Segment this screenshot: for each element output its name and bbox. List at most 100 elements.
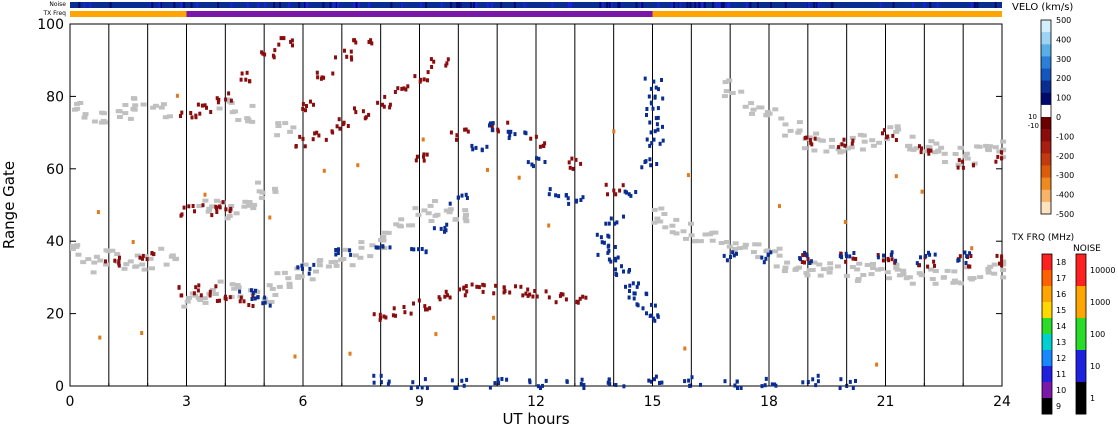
echo-mark (341, 122, 345, 127)
echo-mark (256, 189, 263, 194)
velocity-colorbar-swatch (1041, 32, 1051, 45)
txfreq-strip-segment (186, 11, 653, 17)
echo-mark (348, 248, 352, 253)
echo-mark (607, 377, 611, 382)
echo-mark (443, 225, 447, 230)
noise-colorbar-title: NOISE (1073, 244, 1101, 254)
echo-mark (869, 138, 876, 143)
echo-mark (809, 140, 813, 145)
echo-mark (420, 385, 424, 390)
txfreq-colorbar-tick-label: 17 (1056, 274, 1066, 283)
echo-mark (425, 211, 432, 216)
echo-mark (218, 298, 221, 303)
echo-mark (813, 136, 817, 141)
echo-mark (116, 115, 123, 119)
echo-mark (723, 379, 727, 384)
echo-mark (782, 265, 789, 270)
echo-mark (628, 268, 631, 272)
echo-mark (957, 258, 961, 262)
echo-mark (827, 261, 834, 266)
echo-mark (226, 214, 233, 218)
noise-strip-cell (458, 2, 461, 8)
echo-mark (687, 378, 691, 383)
echo-mark (381, 244, 385, 249)
echo-mark (429, 57, 433, 62)
echo-mark (596, 252, 600, 257)
echo-mark (190, 115, 194, 120)
txfreq-colorbar-swatch (1042, 334, 1052, 351)
echo-mark (526, 287, 530, 292)
echo-mark (312, 102, 315, 107)
noise-strip-cell (298, 2, 301, 8)
txfreq-colorbar-tick-label: 13 (1056, 338, 1066, 347)
noise-strip-cell (635, 2, 638, 8)
echo-mark (268, 215, 272, 220)
echo-mark (956, 165, 960, 170)
echo-mark (114, 252, 121, 257)
echo-mark (952, 152, 959, 156)
echo-mark (878, 267, 885, 271)
echo-mark (774, 383, 778, 388)
echo-mark (477, 285, 481, 290)
echo-mark (535, 156, 538, 161)
x-axis: 0 3 6 9 12 15 18 21 24 (66, 380, 1011, 410)
echo-mark (541, 143, 545, 148)
echo-mark (582, 386, 586, 390)
echo-mark (331, 130, 335, 135)
noise-strip-cell (217, 2, 220, 8)
noise-colorbar: NOISE 10000 1000 100 10 1 (1073, 244, 1115, 415)
echo-mark (893, 129, 900, 134)
echo-mark (254, 288, 257, 293)
echo-mark (964, 156, 971, 161)
echo-mark (890, 250, 894, 255)
echo-mark (929, 148, 933, 153)
echo-mark (420, 247, 424, 251)
echo-mark (534, 134, 538, 139)
echo-mark (113, 258, 117, 263)
echo-mark (179, 293, 183, 298)
echo-mark (653, 377, 656, 382)
echo-mark (894, 267, 901, 272)
noise-colorbar-tick-label: 100 (1090, 330, 1105, 339)
echo-mark (382, 104, 386, 109)
echo-mark (804, 273, 811, 278)
echo-mark (410, 247, 414, 252)
echo-mark (272, 186, 278, 191)
echo-mark (887, 125, 894, 130)
echo-mark (189, 111, 193, 115)
echo-mark (658, 206, 665, 211)
echo-mark (819, 138, 826, 143)
echo-mark (811, 260, 818, 265)
echo-mark (656, 115, 660, 120)
echo-mark (434, 332, 438, 337)
echo-mark (160, 102, 167, 107)
echo-mark (488, 385, 492, 390)
echo-mark (466, 129, 470, 134)
echo-mark (462, 285, 466, 290)
echo-mark (738, 89, 745, 94)
echo-mark (379, 380, 383, 385)
echo-mark (648, 157, 652, 162)
echo-mark (428, 306, 432, 311)
echo-mark (536, 384, 540, 389)
echo-mark (290, 125, 297, 130)
echo-mark (722, 253, 726, 258)
echo-mark (709, 238, 716, 243)
txfreq-colorbar-tick-label: 11 (1056, 370, 1066, 379)
echo-mark (301, 106, 305, 111)
echo-mark (896, 273, 903, 278)
echo-mark (1000, 150, 1004, 155)
txfreq-colorbar-swatches (1041, 253, 1053, 415)
echo-mark (224, 97, 228, 102)
echo-mark (932, 259, 936, 264)
echo-mark (425, 307, 429, 312)
echo-mark (491, 121, 495, 126)
echo-mark (98, 335, 102, 340)
echo-marks (70, 36, 1007, 390)
noise-strip-speckle (78, 2, 997, 8)
echo-mark (354, 110, 358, 115)
echo-mark (579, 161, 583, 166)
echo-mark (131, 240, 135, 244)
echo-mark (731, 249, 738, 254)
echo-mark (348, 351, 352, 356)
